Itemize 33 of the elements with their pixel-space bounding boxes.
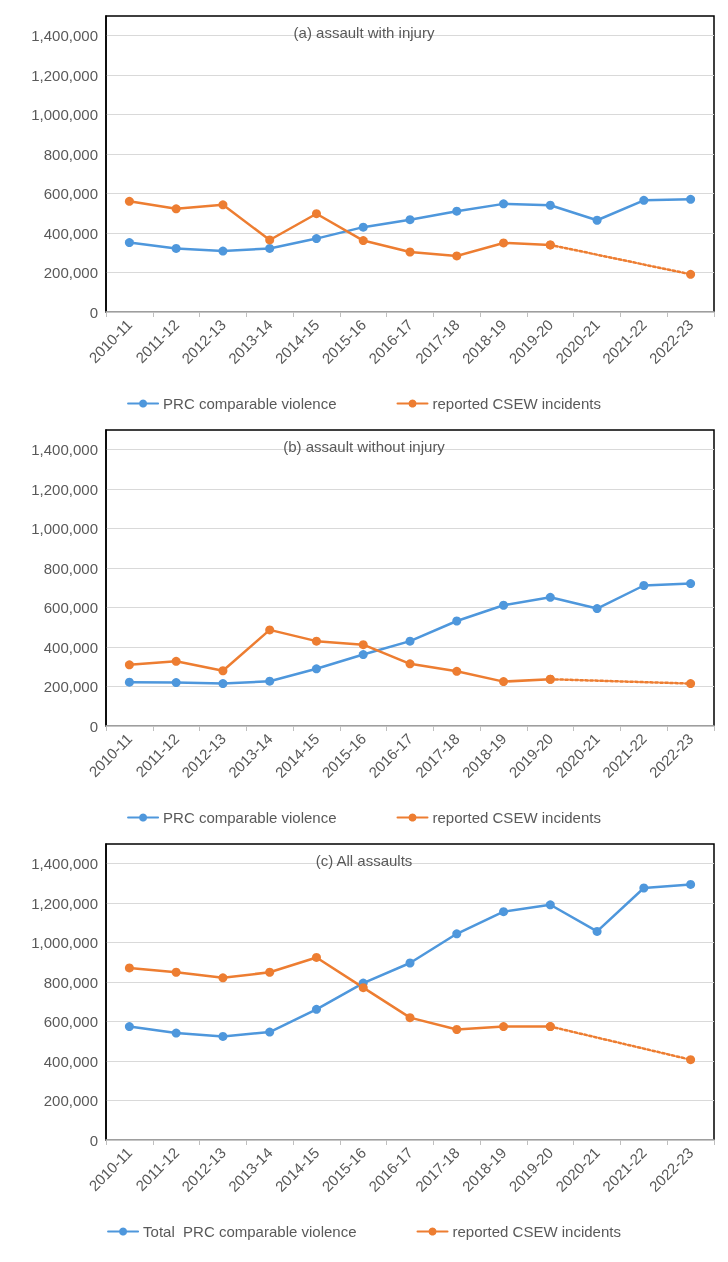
y-tick-label: 1,000,000 bbox=[31, 520, 98, 538]
y-tick-label: 1,200,000 bbox=[31, 480, 98, 498]
y-tick-label: 400,000 bbox=[43, 638, 98, 656]
y-tick-label: 1,400,000 bbox=[31, 441, 98, 459]
text: (a) assault with injury bbox=[293, 24, 435, 41]
y-tick-label: 600,000 bbox=[43, 185, 98, 203]
y-tick-label: 600,000 bbox=[43, 599, 98, 617]
y-tick-label: 200,000 bbox=[43, 264, 98, 282]
y-tick-label: 600,000 bbox=[43, 1013, 98, 1031]
text: (c) All assaults bbox=[315, 852, 413, 869]
y-tick-label: 200,000 bbox=[43, 1092, 98, 1110]
legend-label: reported CSEW incidents bbox=[432, 395, 601, 412]
y-tick-label: 0 bbox=[89, 1131, 98, 1149]
text: (b) assault without injury bbox=[283, 438, 446, 455]
y-tick-label: 400,000 bbox=[43, 1052, 98, 1070]
y-tick-label: 800,000 bbox=[43, 559, 98, 577]
y-tick-label: 1,400,000 bbox=[31, 27, 98, 45]
y-tick-label: 1,000,000 bbox=[31, 106, 98, 124]
legend-label: Total PRC comparable violence bbox=[143, 1223, 357, 1240]
y-tick-label: 1,200,000 bbox=[31, 66, 98, 84]
y-tick-label: 1,000,000 bbox=[31, 934, 98, 952]
y-tick-label: 0 bbox=[89, 717, 98, 735]
y-tick-label: 200,000 bbox=[43, 678, 98, 696]
legend-label: PRC comparable violence bbox=[163, 395, 337, 412]
legend-label: PRC comparable violence bbox=[163, 809, 337, 826]
y-tick-label: 800,000 bbox=[43, 145, 98, 163]
y-tick-label: 400,000 bbox=[43, 224, 98, 242]
y-tick-label: 800,000 bbox=[43, 973, 98, 991]
y-tick-label: 0 bbox=[89, 303, 98, 321]
y-tick-label: 1,400,000 bbox=[31, 855, 98, 873]
legend-label: reported CSEW incidents bbox=[432, 809, 601, 826]
y-tick-label: 1,200,000 bbox=[31, 894, 98, 912]
legend-label: reported CSEW incidents bbox=[452, 1223, 621, 1240]
